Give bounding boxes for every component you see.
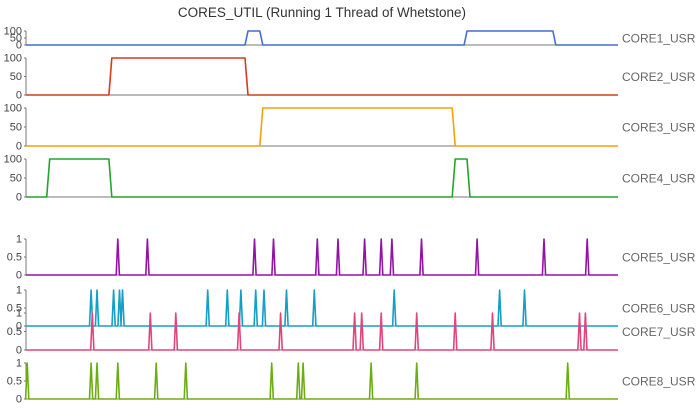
y-tick-label: 0 <box>16 321 22 333</box>
y-tick-label: 100 <box>4 53 22 65</box>
y-tick-label: 100 <box>4 154 22 166</box>
series-line-core1 <box>26 30 618 46</box>
series-label-core4: CORE4_USR <box>622 172 696 186</box>
y-tick-label: 100 <box>4 103 22 115</box>
series-line-core6 <box>26 289 618 327</box>
series-label-core6: CORE6_USR <box>622 302 696 316</box>
y-tick-label: 50 <box>10 173 22 185</box>
y-tick-label: 0.5 <box>7 376 22 388</box>
series-line-core5 <box>26 238 618 276</box>
y-tick-label: 0.5 <box>7 326 22 338</box>
y-tick-label: 50 <box>10 71 22 83</box>
series-line-core4 <box>26 158 618 198</box>
series-label-core1: CORE1_USR <box>622 32 696 46</box>
y-tick-label: 1 <box>16 308 22 320</box>
y-tick-label: 0 <box>16 345 22 357</box>
y-tick-label: 0 <box>16 394 22 406</box>
series-label-core8: CORE8_USR <box>622 375 696 389</box>
panel-core8: 1 0.5 0 CORE8_USR <box>7 358 696 406</box>
series-line-core3 <box>26 107 618 147</box>
series-label-core2: CORE2_USR <box>622 70 696 84</box>
y-tick-label: 0.5 <box>7 303 22 315</box>
y-tick-label: 0.5 <box>7 252 22 264</box>
panel-core5: 1 0.5 0 CORE5_USR <box>7 234 696 282</box>
y-tick-label: 0 <box>16 141 22 153</box>
y-tick-label: 0 <box>16 40 22 52</box>
series-label-core3: CORE3_USR <box>622 121 696 135</box>
y-tick-label: 1 <box>16 285 22 297</box>
panel-core3: 100 50 0 CORE3_USR <box>4 103 696 153</box>
series-line-core8 <box>24 362 618 400</box>
series-label-core5: CORE5_USR <box>622 251 696 265</box>
y-tick-label: 0 <box>16 270 22 282</box>
series-line-core7 <box>26 312 618 351</box>
panel-core2: 100 50 0 CORE2_USR <box>4 53 696 102</box>
y-tick-label: 1 <box>16 234 22 246</box>
y-tick-label: 50 <box>10 33 22 45</box>
series-line-core2 <box>26 57 618 96</box>
y-tick-label: 0 <box>16 192 22 204</box>
y-tick-label: 50 <box>10 122 22 134</box>
y-tick-label: 100 <box>4 26 22 38</box>
series-label-core7: CORE7_USR <box>622 325 696 339</box>
chart-title: CORES_UTIL (Running 1 Thread of Whetston… <box>178 5 466 20</box>
y-tick-label: 1 <box>16 358 22 370</box>
y-tick-label: 0 <box>16 90 22 102</box>
panel-core4: 100 50 0 CORE4_USR <box>4 154 696 204</box>
